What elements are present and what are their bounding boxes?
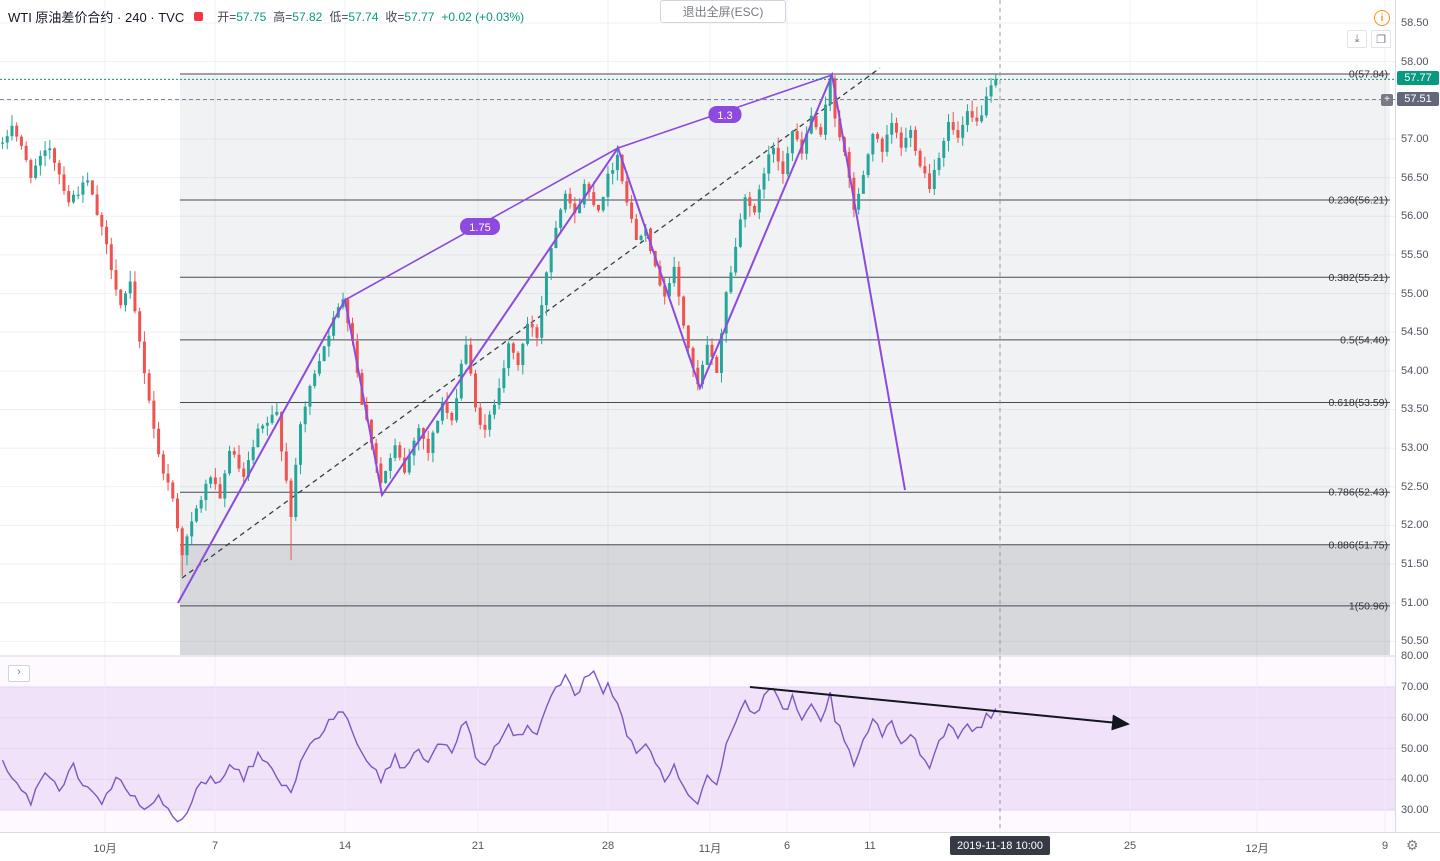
price-tick: 53.00	[1401, 442, 1429, 455]
time-tick: 28	[601, 840, 615, 852]
time-axis[interactable]: 2019-11-18 10:00 ⚙ 10月 7 14 21 28 11月 6 11 25 12月…	[0, 832, 1440, 861]
price-tick: 51.00	[1401, 596, 1429, 609]
time-tick: 14	[338, 840, 352, 852]
chart-canvas[interactable]: 0(57.84) 0.236(56.21) 0.382(55.21) 0.5(54.4…	[0, 0, 1395, 832]
price-tick: 58.50	[1401, 16, 1429, 29]
svg-text:1.75: 1.75	[469, 222, 490, 234]
price-tick: 56.00	[1401, 210, 1429, 223]
price-axis[interactable]: 58.5058.0057.5057.0056.5056.0055.5055.00…	[1395, 0, 1440, 832]
price-tick: 54.00	[1401, 364, 1429, 377]
price-tick: 54.50	[1401, 326, 1429, 339]
ohlc-readout: 开= 57.75 高= 57.82 低= 57.74 收= 57.77 +0.02 (+…	[210, 8, 524, 25]
time-tick: 21	[471, 840, 485, 852]
fib-label: 0.5(54.40)	[1340, 334, 1388, 346]
close-value: 57.77	[404, 9, 435, 24]
secondary-price-tag: 57.51	[1397, 91, 1439, 106]
fib-label: 0(57.84)	[1349, 69, 1388, 81]
high-label: 高=	[273, 10, 293, 24]
time-tick: 25	[1123, 840, 1137, 852]
price-tick: 57.00	[1401, 132, 1429, 145]
price-tick: 55.50	[1401, 248, 1429, 261]
fib-label: 0.886(51.75)	[1328, 539, 1388, 551]
symbol-legend: WTI 原油差价合约 · 240 · TVC 开= 57.75 高= 57.82 低…	[8, 7, 524, 26]
close-label: 收=	[385, 10, 405, 24]
fib-label: 0.786(52.43)	[1328, 487, 1388, 499]
pattern-ratio-label[interactable]	[460, 218, 500, 235]
indicator-tick: 60.00	[1401, 711, 1429, 724]
download-icon[interactable]: ⤓	[1347, 30, 1367, 48]
settings-gear-icon[interactable]: ⚙	[1406, 837, 1419, 853]
price-tick: 51.50	[1401, 558, 1429, 571]
fib-label: 0.618(53.59)	[1328, 397, 1388, 409]
dashed-trendline[interactable]	[181, 67, 881, 579]
fib-label: 0.382(55.21)	[1328, 272, 1388, 284]
open-label: 开=	[217, 10, 237, 24]
rsi-line	[1, 669, 997, 823]
low-label: 低=	[329, 10, 349, 24]
low-value: 57.74	[348, 9, 379, 24]
svg-text:1.3: 1.3	[717, 110, 732, 122]
price-tick: 52.00	[1401, 519, 1429, 532]
price-tick: 55.00	[1401, 287, 1429, 300]
fullscreen-toggle-icon[interactable]: ❐	[1371, 30, 1391, 48]
candle-style-icon	[194, 12, 204, 21]
price-tick: 56.50	[1401, 171, 1429, 184]
symbol-title[interactable]: WTI 原油差价合约 · 240 · TVC	[8, 10, 185, 25]
indicator-collapse-icon[interactable]: ›	[8, 665, 30, 682]
time-tick: 11月	[698, 843, 722, 855]
change-value: +0.02 (+0.03%)	[441, 9, 525, 24]
price-tick: 50.50	[1401, 635, 1429, 648]
fib-shade-light	[180, 74, 1390, 545]
current-price-tag: 57.77	[1397, 71, 1439, 86]
indicator-tick: 70.00	[1401, 681, 1429, 693]
indicator-tick: 50.00	[1401, 742, 1429, 755]
time-tick: 9	[1381, 840, 1389, 852]
fib-label: 1(50.96)	[1349, 600, 1388, 612]
price-tick: 52.50	[1401, 480, 1429, 493]
exit-fullscreen-button[interactable]: 退出全屏(ESC)	[660, 0, 786, 23]
time-tick: 10月	[93, 843, 117, 855]
time-tick: 6	[783, 840, 791, 852]
time-tick: 7	[211, 840, 219, 852]
add-alert-plus-icon[interactable]: +	[1381, 94, 1393, 106]
indicator-trend-arrow[interactable]	[749, 686, 1130, 731]
price-tick: 58.00	[1401, 55, 1429, 68]
price-tick: 53.50	[1401, 403, 1429, 416]
high-value: 57.82	[292, 9, 323, 24]
crosshair-time-label: 2019-11-18 10:00	[950, 836, 1050, 855]
time-tick: 11	[864, 840, 876, 852]
indicator-tick: 30.00	[1401, 804, 1429, 816]
time-tick: 12月	[1245, 843, 1269, 855]
info-icon[interactable]: i	[1374, 10, 1390, 26]
open-value: 57.75	[236, 9, 267, 24]
indicator-tick: 40.00	[1401, 773, 1429, 786]
fib-retracement[interactable]: 0(57.84) 0.236(56.21) 0.382(55.21) 0.5(54.4…	[180, 69, 1390, 613]
indicator-tick: 80.00	[1401, 650, 1429, 663]
fib-label: 0.236(56.21)	[1328, 194, 1388, 206]
fib-shade-dark	[180, 544, 1390, 655]
pattern-ratio-label[interactable]	[708, 106, 742, 123]
